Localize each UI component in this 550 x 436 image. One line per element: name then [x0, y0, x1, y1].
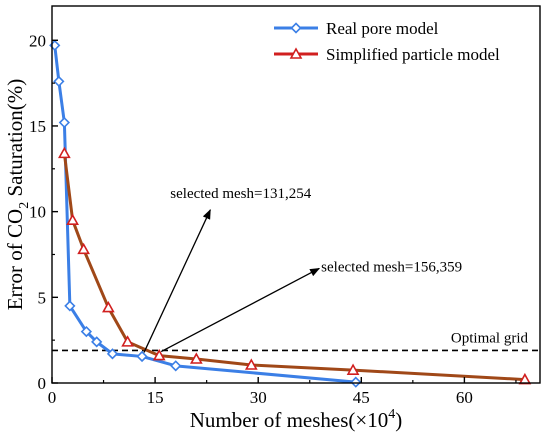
y-tick-label: 0 [38, 374, 47, 393]
data-point-triangle [346, 363, 360, 375]
legend-marker-diamond [290, 22, 302, 34]
y-axis-title-pre: Error of CO [3, 209, 27, 310]
data-point-triangle [121, 335, 134, 347]
data-point-diamond [350, 376, 362, 388]
legend: Real pore model Simplified particle mode… [274, 19, 500, 64]
series-line-0 [53, 45, 356, 384]
plot-frame [51, 5, 541, 384]
legend-marker-triangle [289, 47, 303, 59]
optimal-grid-label: Optimal grid [451, 330, 529, 346]
data-point-triangle [189, 352, 203, 364]
x-axis-title-sup: 4 [388, 407, 395, 422]
data-point-diamond [53, 75, 65, 88]
data-point-triangle [102, 300, 115, 313]
x-tick-label: 30 [250, 388, 267, 407]
legend-label-simplified-particle: Simplified particle model [326, 45, 500, 64]
data-point-triangle [152, 348, 166, 361]
series-layer [49, 39, 532, 388]
y-tick-label: 10 [29, 203, 46, 222]
data-point-triangle [77, 242, 90, 255]
x-axis-title: Number of meshes(×104) [190, 407, 402, 432]
data-point-triangle [58, 146, 71, 159]
x-axis-title-end: ) [395, 408, 402, 432]
x-tick-label: 15 [147, 388, 164, 407]
annotation-label: selected mesh=156,359 [321, 259, 462, 275]
annotation-layer: selected mesh=131,254 selected mesh=156,3… [143, 186, 462, 353]
legend-label-real-pore: Real pore model [326, 19, 439, 38]
data-point-diamond [170, 360, 182, 372]
data-point-diamond [80, 325, 92, 338]
y-axis-title-post: Saturation(%) [3, 79, 27, 202]
data-point-diamond [64, 300, 76, 312]
data-point-diamond [106, 348, 119, 360]
annotation-arrow [143, 209, 211, 353]
data-point-diamond [136, 350, 148, 363]
y-tick-label: 5 [38, 288, 47, 307]
x-tick-label: 0 [48, 388, 57, 407]
annotation-label: selected mesh=131,254 [170, 186, 311, 202]
data-point-triangle [244, 358, 258, 370]
annotation-arrow [160, 267, 321, 353]
x-axis-title-main: Number of meshes(×10 [190, 408, 388, 432]
y-axis-title-sub: 2 [17, 202, 32, 209]
series-line-1 [62, 153, 525, 382]
y-tick-label: 20 [29, 31, 46, 50]
y-axis-title: Error of CO2 Saturation(%) [3, 79, 32, 311]
axis-ticks: 0 15 30 45 60 0 5 10 15 20 [29, 31, 517, 407]
y-tick-label: 15 [29, 117, 46, 136]
x-tick-label: 60 [456, 388, 473, 407]
data-point-diamond [58, 116, 71, 129]
data-point-diamond [91, 336, 103, 348]
data-point-triangle [66, 213, 79, 226]
x-tick-label: 45 [353, 388, 370, 407]
